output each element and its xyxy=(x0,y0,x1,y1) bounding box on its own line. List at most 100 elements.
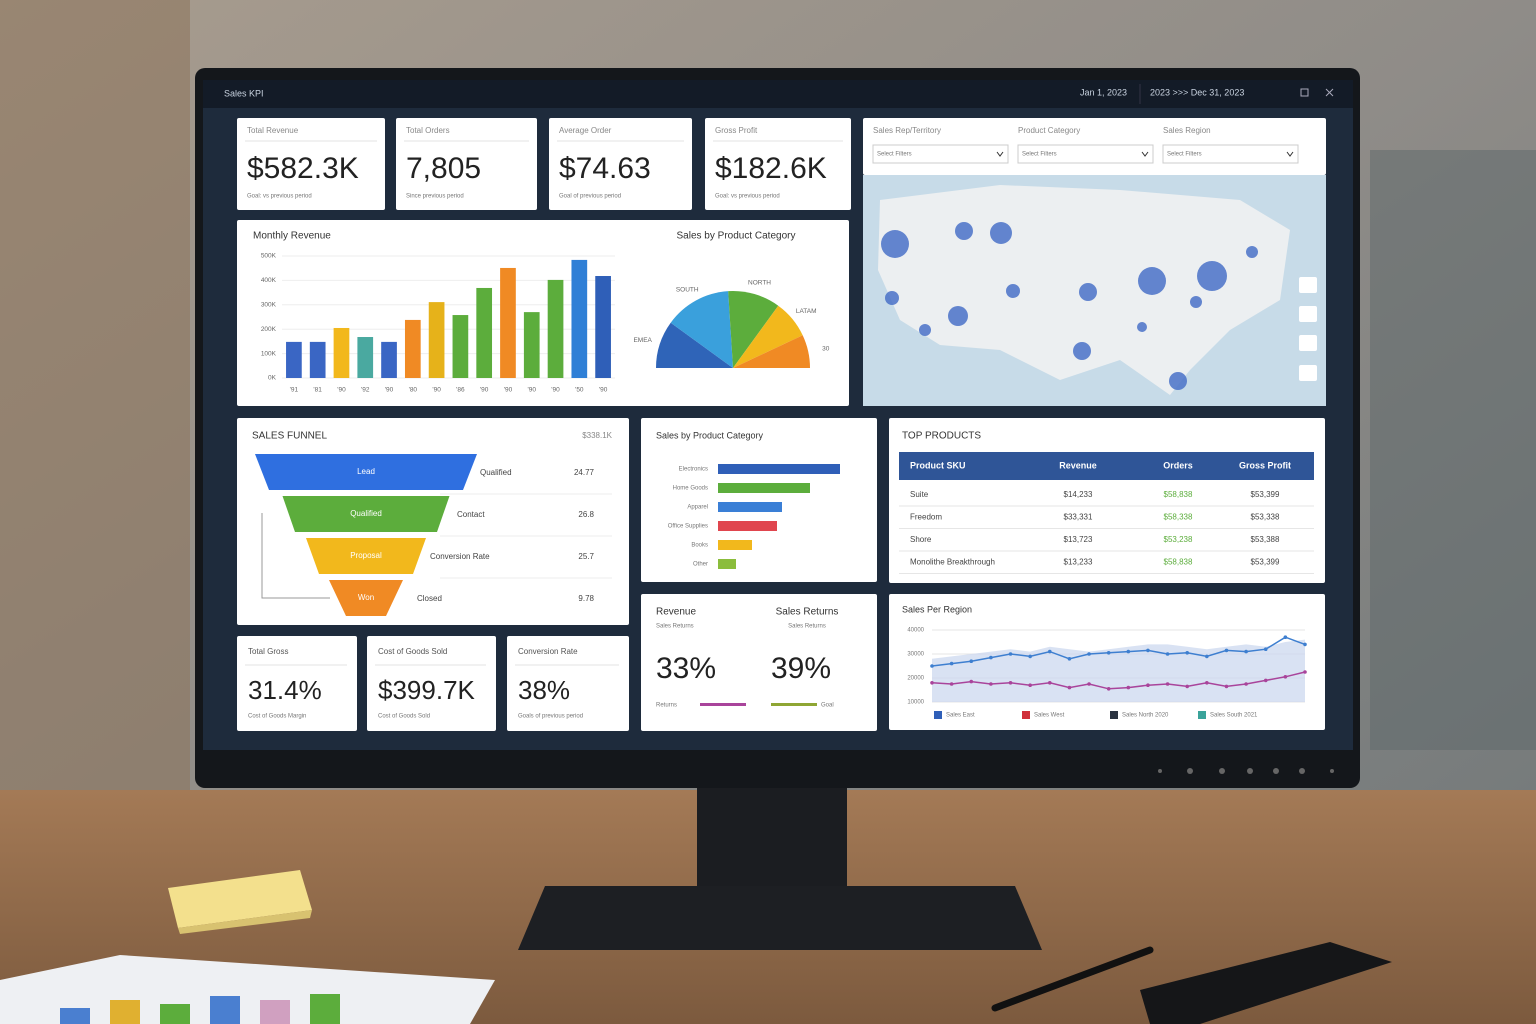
point xyxy=(1067,657,1072,661)
funnel-total: $338.1K xyxy=(582,431,612,440)
filter-placeholder: Select Filters xyxy=(1022,152,1057,158)
point xyxy=(1146,683,1150,687)
point xyxy=(1008,652,1013,656)
x-tick-label: '90 xyxy=(337,387,346,394)
y-tick-label: 40000 xyxy=(907,628,924,634)
date: Jan 1, 2023 xyxy=(1080,87,1127,97)
funnel-stage xyxy=(329,580,403,616)
bar xyxy=(428,302,445,378)
point xyxy=(989,655,993,660)
kpi-value: $182.6K xyxy=(715,152,827,185)
filter-dropdown[interactable] xyxy=(872,144,1009,164)
point xyxy=(1106,687,1111,691)
table-cell: $13,723 xyxy=(1064,535,1093,544)
y-tick-label: 400K xyxy=(261,277,277,284)
kpi-label: Cost of Goods Sold xyxy=(378,647,447,656)
point xyxy=(1244,682,1248,686)
table-cell: $33,331 xyxy=(1064,513,1093,522)
funnel-title: SALES FUNNEL xyxy=(252,431,327,442)
point xyxy=(1205,654,1209,659)
y-tick-label: 0K xyxy=(268,375,277,382)
chart-title: Sales Per Region xyxy=(902,604,972,614)
returns-panel xyxy=(641,594,877,731)
x-tick-label: '81 xyxy=(313,387,322,394)
y-tick-label: 100K xyxy=(261,350,277,357)
filter-dropdown[interactable] xyxy=(1017,144,1154,164)
x-tick-label: '90 xyxy=(432,387,441,394)
y-tick-label: 20000 xyxy=(907,676,924,682)
y-tick-label: 200K xyxy=(261,326,277,333)
filter-placeholder: Select Filters xyxy=(1167,152,1202,158)
point xyxy=(1067,685,1072,690)
x-tick-label: '90 xyxy=(551,387,560,394)
bar xyxy=(718,540,752,550)
returns-label: Sales Returns xyxy=(776,607,839,618)
slice-label: NORTH xyxy=(748,279,771,286)
x-tick-label: '90 xyxy=(528,387,537,394)
kpi-value: $399.7K xyxy=(378,675,476,705)
y-tick-label: 500K xyxy=(261,253,277,260)
table-cell: $53,399 xyxy=(1251,490,1280,499)
table-cell: Freedom xyxy=(910,513,942,522)
table-cell: $58,838 xyxy=(1164,490,1193,499)
bar xyxy=(718,521,777,531)
kpi-value: $582.3K xyxy=(247,152,359,185)
sticky-notes-edge xyxy=(178,910,312,934)
table-cell: $14,233 xyxy=(1064,490,1093,499)
map-toolbar[interactable] xyxy=(1299,277,1317,381)
kpi-card xyxy=(367,636,496,731)
legend-label: Sales North 2020 xyxy=(1122,713,1169,719)
x-tick-label: '80 xyxy=(409,387,418,394)
legend-swatch xyxy=(1198,711,1206,719)
point xyxy=(930,681,934,685)
menu-icon[interactable] xyxy=(1300,88,1309,97)
kpi-note: Goals of previous period xyxy=(518,714,583,720)
category-label: Office Supplies xyxy=(668,524,708,530)
returns-sub: Sales Returns xyxy=(788,624,826,630)
column-header: Orders xyxy=(1163,460,1193,470)
pie-slice xyxy=(728,291,779,368)
close-icon[interactable] xyxy=(1325,88,1334,97)
column-header: Gross Profit xyxy=(1239,460,1291,470)
point xyxy=(1303,670,1307,674)
monitor-base xyxy=(518,886,1042,950)
kpi-card xyxy=(237,636,357,731)
table-cell: Shore xyxy=(910,535,932,544)
kpi-label: Conversion Rate xyxy=(518,647,578,656)
filter-dropdown[interactable] xyxy=(1162,144,1299,164)
kpi-note: Since previous period xyxy=(406,194,464,200)
funnel-stage xyxy=(306,538,426,574)
stage-name: Qualified xyxy=(350,509,382,518)
table-cell: Suite xyxy=(910,490,929,499)
table-title: TOP PRODUCTS xyxy=(902,431,981,442)
point xyxy=(1126,649,1131,654)
point xyxy=(1185,684,1190,689)
kpi-note: Goal: vs previous period xyxy=(715,194,780,200)
funnel-stage xyxy=(255,454,477,490)
kpi-note: Cost of Goods Sold xyxy=(378,714,430,720)
chart-title: Sales by Product Category xyxy=(656,430,764,440)
app-title: Sales KPI xyxy=(224,88,264,98)
category-label: Home Goods xyxy=(673,486,708,492)
bar xyxy=(452,315,469,378)
y-tick-label: 300K xyxy=(261,302,277,309)
point xyxy=(1224,648,1229,653)
kpi-note: Cost of Goods Margin xyxy=(248,714,306,720)
bar xyxy=(523,312,540,378)
date-range[interactable]: 2023 >>> Dec 31, 2023 xyxy=(1150,87,1244,97)
bar xyxy=(547,279,564,378)
chin-icons xyxy=(1158,768,1334,774)
bar xyxy=(309,341,326,378)
hbar-panel xyxy=(641,418,877,582)
column-header: Product SKU xyxy=(910,460,966,470)
returns-legend: Returns xyxy=(656,703,677,709)
y-tick-label: 30000 xyxy=(907,652,924,658)
pen xyxy=(991,946,1154,1012)
kpi-value: 38% xyxy=(518,675,570,705)
slice-label: SOUTH xyxy=(676,287,699,294)
x-tick-label: '50 xyxy=(575,387,584,394)
point xyxy=(1283,635,1288,639)
stage-value: 25.7 xyxy=(578,552,594,561)
stage-label: Closed xyxy=(417,594,442,603)
